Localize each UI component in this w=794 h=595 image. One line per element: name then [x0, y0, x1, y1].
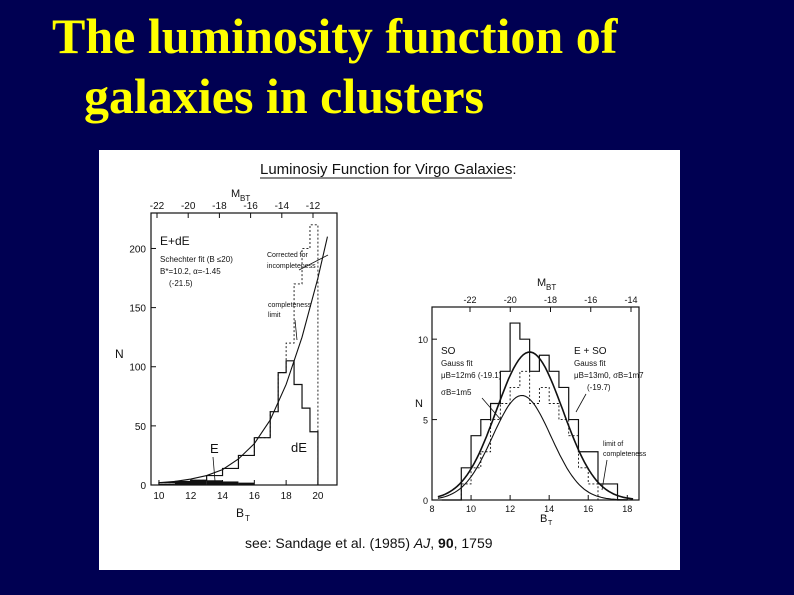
left-bottom-axis-label-sub: T — [245, 514, 250, 523]
left-de-label: dE — [291, 440, 307, 455]
slide-title-line-1: The luminosity function of — [52, 8, 618, 64]
right-top-tick-label: -18 — [544, 295, 557, 305]
left-corrected-arrow — [298, 254, 329, 271]
left-chart: 0 50 100 150 200 10 12 14 16 18 20 -22 -20 -18 -16 -14 -… — [115, 188, 338, 523]
right-bottom-tick-label: 14 — [544, 504, 554, 514]
left-histogram — [158, 360, 319, 485]
right-s0-text-1: SO — [441, 346, 456, 357]
left-corrected-label-1: Corrected for — [267, 252, 309, 259]
left-e-bar — [190, 480, 207, 485]
left-bottom-tick-label: 12 — [185, 491, 197, 502]
left-bottom-axis-label: B — [236, 506, 244, 520]
right-bottom-axis-label: B — [540, 513, 547, 525]
right-bottom-axis-label-sub: T — [548, 520, 553, 527]
left-top-tick-label: -20 — [181, 201, 196, 212]
figure-panel: Luminosiy Function for Virgo Galaxies: 0… — [99, 150, 680, 570]
right-top-tick-label: -22 — [463, 295, 476, 305]
citation-prefix: see: Sandage et al. (1985) — [245, 535, 410, 551]
left-bottom-tick-label: 20 — [312, 491, 324, 502]
right-es0-text-4: (-19.7) — [587, 383, 611, 392]
right-top-axis-label: M — [537, 277, 546, 289]
right-s0-text-2: Gauss fit — [441, 359, 473, 368]
left-y-tick-label: 150 — [129, 304, 146, 315]
left-top-tick-label: -18 — [212, 201, 227, 212]
left-fit-text-3: (-21.5) — [169, 279, 193, 288]
left-y-axis-label: N — [115, 347, 124, 361]
left-e-bar — [174, 481, 191, 485]
right-y-tick-label: 5 — [423, 416, 428, 426]
left-top-tick-label: -22 — [150, 201, 165, 212]
citation-pages: , 1759 — [454, 535, 493, 551]
figure-svg: Luminosiy Function for Virgo Galaxies: 0… — [115, 161, 647, 551]
left-y-tick-label: 200 — [129, 244, 146, 255]
slide-title: The luminosity function of galaxies in c… — [52, 6, 772, 126]
right-plot-frame — [431, 306, 640, 501]
right-y-tick-label: 10 — [418, 335, 428, 345]
right-es0-histogram — [441, 322, 628, 501]
left-y-tick-label: 100 — [129, 363, 146, 374]
citation-journal: AJ — [413, 535, 431, 551]
right-y-tick-label: 0 — [423, 496, 428, 506]
figure-heading: Luminosiy Function for Virgo Galaxies: — [260, 161, 517, 178]
right-s0-text-4: σB=1m5 — [441, 388, 472, 397]
left-bottom-tick-label: 18 — [281, 491, 293, 502]
left-e-bar — [238, 482, 255, 485]
right-s0-text-3: μB=12m6 (-19.1) — [441, 371, 502, 380]
right-top-tick-label: -20 — [504, 295, 517, 305]
left-completeness-label-2: limit — [268, 312, 280, 319]
right-top-tick-label: -16 — [584, 295, 597, 305]
right-bottom-tick-label: 12 — [505, 504, 515, 514]
left-completeness-label-1: completeness — [268, 302, 312, 309]
right-limit-label-2: completeness — [603, 451, 647, 458]
right-limit-pointer — [601, 459, 608, 491]
left-bottom-tick-label: 16 — [249, 491, 261, 502]
left-corrected-histogram — [158, 224, 319, 485]
right-bottom-tick-label: 10 — [466, 504, 476, 514]
left-plot-frame — [150, 212, 338, 486]
left-bottom-tick-label: 10 — [153, 491, 165, 502]
right-s0-histogram — [441, 370, 628, 501]
right-es0-text-3: μB=13m0, σB=1m7 — [574, 371, 644, 380]
left-e-bar — [222, 481, 239, 485]
left-top-tick-label: -12 — [306, 201, 321, 212]
left-e-label: E — [210, 441, 219, 456]
right-gauss-es0-curve — [437, 351, 634, 500]
citation-separator: , — [430, 535, 438, 551]
left-fit-text-1: Schechter fit (B ≤20) — [160, 255, 233, 264]
right-es0-text-2: Gauss fit — [574, 359, 606, 368]
right-bottom-tick-label: 18 — [622, 504, 632, 514]
left-e-bar — [206, 480, 223, 485]
left-top-axis-label-sub: BT — [240, 194, 250, 203]
left-top-axis-label: M — [231, 188, 240, 200]
right-bottom-tick-label: 16 — [583, 504, 593, 514]
left-top-tick-label: -14 — [275, 201, 290, 212]
left-panel-label: E+dE — [160, 234, 190, 248]
citation-volume: 90 — [438, 535, 454, 551]
right-limit-label-1: limit of — [603, 441, 623, 448]
right-top-tick-label: -14 — [624, 295, 637, 305]
right-es0-pointer — [575, 393, 587, 413]
right-y-axis-label: N — [415, 398, 423, 410]
left-schechter-curve — [158, 236, 328, 484]
left-fit-text-2: B*=10.2, α=-1.45 — [160, 267, 221, 276]
left-corrected-label-2: incompleteness — [267, 263, 316, 270]
right-gauss-s0-curve — [437, 394, 634, 501]
left-y-tick-label: 50 — [135, 422, 147, 433]
left-e-bar — [158, 483, 175, 485]
right-top-axis-label-sub: BT — [546, 283, 556, 292]
left-e-arrow — [212, 456, 216, 482]
right-bottom-tick-label: 8 — [429, 504, 434, 514]
left-y-tick-label: 0 — [140, 481, 146, 492]
citation: see: Sandage et al. (1985) AJ, 90, 1759 — [245, 535, 493, 551]
left-completeness-arrow — [294, 319, 298, 341]
slide-title-line-2: galaxies in clusters — [84, 68, 484, 124]
left-top-tick-label: -16 — [243, 201, 258, 212]
right-es0-text-1: E + SO — [574, 346, 607, 357]
right-s0-pointer — [481, 397, 502, 421]
left-bottom-tick-label: 14 — [217, 491, 229, 502]
